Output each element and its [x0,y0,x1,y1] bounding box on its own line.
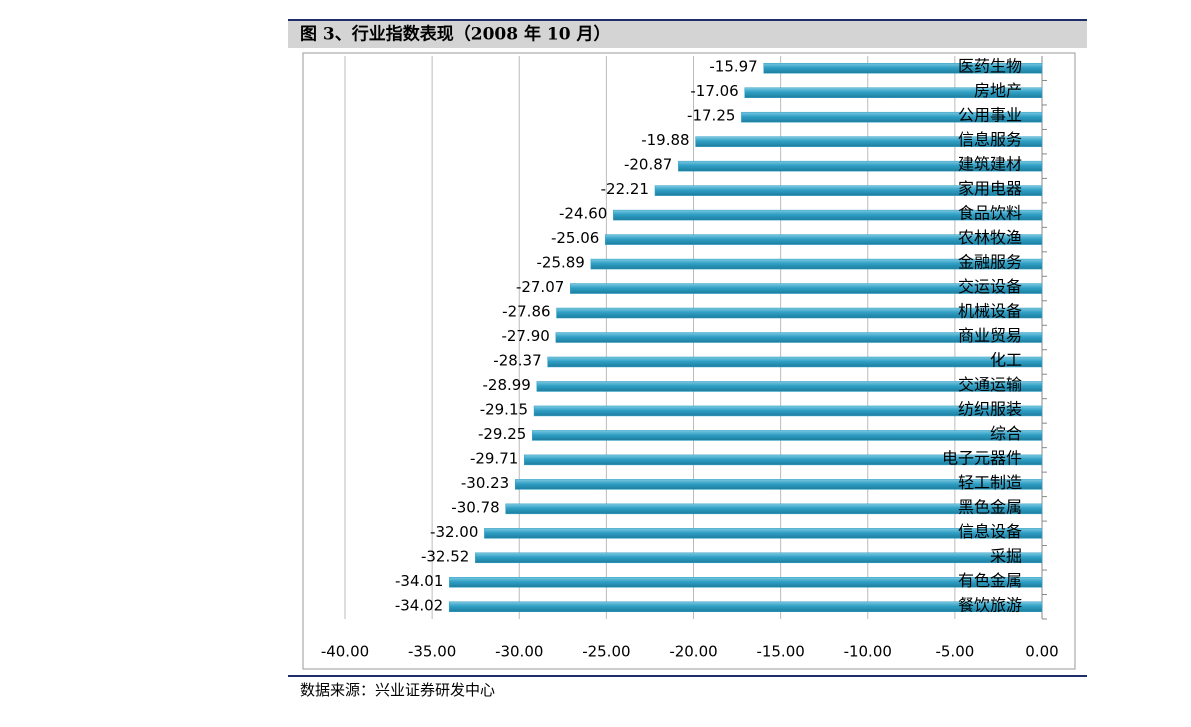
category-label: 化工 [990,350,1022,369]
value-label: -22.21 [601,180,649,198]
value-label: -25.06 [551,229,599,247]
x-tick-label: -30.00 [495,643,543,661]
bar [532,430,1043,441]
category-label: 金融服务 [958,253,1022,272]
bar [590,258,1043,270]
category-label: 商业贸易 [958,326,1022,345]
category-label: 黑色金属 [958,497,1022,516]
category-label: 公用事业 [958,106,1022,125]
bar [763,62,1043,74]
category-label: 交运设备 [958,277,1022,296]
bar [605,234,1043,245]
bar [678,160,1043,172]
bar [556,307,1043,319]
category-label: 采掘 [990,546,1022,565]
category-label: 农林牧渔 [958,228,1022,247]
category-label: 信息设备 [958,522,1022,541]
category-label: 医药生物 [958,57,1022,76]
bar [536,381,1043,392]
bar [524,454,1043,466]
value-label: -34.02 [395,596,443,614]
chart-title: 图 3、行业指数表现（2008 年 10 月） [300,24,610,45]
category-label: 电子元器件 [942,448,1022,467]
value-label: -27.90 [501,327,549,345]
value-label: -17.06 [690,82,738,100]
bar [475,552,1043,564]
x-tick-label: -10.00 [844,643,892,661]
bar [505,503,1043,515]
value-label: -15.97 [709,58,757,76]
bar [547,356,1043,368]
x-tick-label: 0.00 [1025,643,1058,661]
value-label: -28.37 [493,351,541,369]
category-label: 信息服务 [958,130,1022,149]
bar [695,136,1043,147]
x-tick-label: -40.00 [321,643,369,661]
value-label: -27.07 [516,278,564,296]
category-label: 有色金属 [958,571,1022,590]
category-label: 食品饮料 [958,204,1022,223]
x-tick-label: -25.00 [582,643,630,661]
bar [448,601,1043,613]
bar [613,209,1043,221]
value-label: -20.87 [624,156,672,174]
category-label: 纺织服装 [958,399,1022,418]
x-tick-label: -20.00 [669,643,717,661]
bar [514,479,1043,490]
value-label: -30.23 [461,474,509,492]
value-label: -30.78 [451,498,499,516]
bar [570,283,1043,294]
value-label: -29.25 [478,425,526,443]
category-label: 餐饮旅游 [958,595,1022,614]
x-tick-label: -35.00 [408,643,456,661]
value-label: -17.25 [687,107,735,125]
value-label: -32.52 [421,547,469,565]
category-label: 交通运输 [958,375,1022,394]
value-label: -25.89 [537,254,585,272]
plot-frame [302,52,1076,670]
value-label: -29.15 [480,400,528,418]
value-label: -24.60 [559,205,607,223]
bar [741,111,1043,123]
source-note: 数据来源：兴业证券研发中心 [300,681,495,699]
category-label: 轻工制造 [958,473,1022,492]
category-label: 房地产 [974,81,1022,100]
category-label: 机械设备 [958,302,1022,321]
category-label: 建筑建材 [958,155,1022,174]
value-label: -19.88 [641,131,689,149]
value-label: -34.01 [395,572,443,590]
value-label: -29.71 [470,449,518,467]
x-tick-label: -5.00 [935,643,974,661]
bar [555,332,1043,343]
value-label: -32.00 [430,523,478,541]
category-label: 综合 [990,424,1022,443]
x-tick-label: -15.00 [756,643,804,661]
bar [654,185,1043,196]
bar [449,577,1043,588]
bar [744,87,1043,98]
value-label: -28.99 [482,376,530,394]
bar [484,528,1043,539]
bar [533,405,1043,417]
title-band [288,21,1087,48]
value-label: -27.86 [502,303,550,321]
category-label: 家用电器 [958,179,1022,198]
